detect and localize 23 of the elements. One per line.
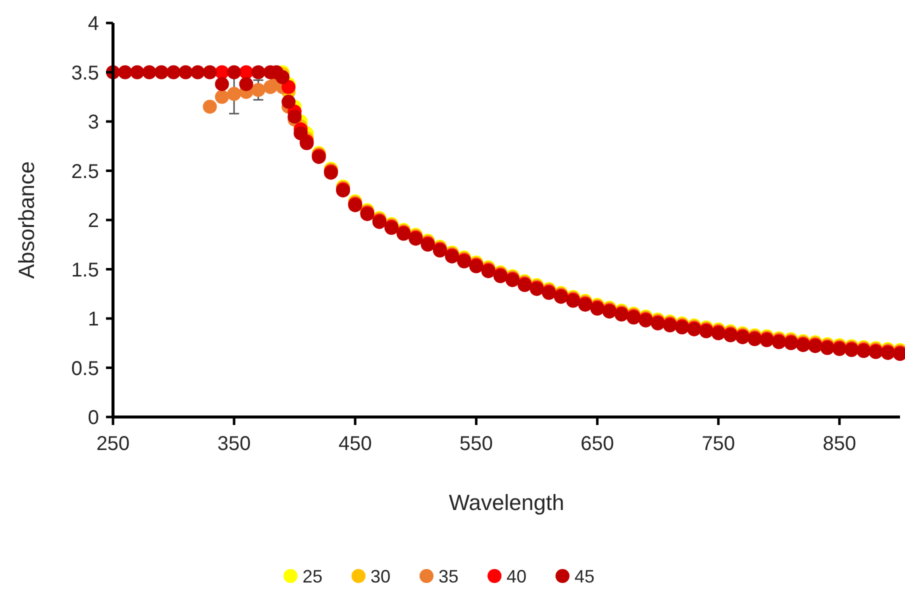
- y-tick-label: 1: [88, 308, 99, 330]
- x-tick-label: 450: [338, 433, 372, 455]
- y-tick-label: 4: [88, 13, 99, 35]
- y-axis-title: Absorbance: [14, 161, 39, 279]
- x-tick-label: 350: [217, 433, 251, 455]
- legend-label: 40: [506, 566, 527, 586]
- x-tick-label: 550: [460, 433, 493, 455]
- y-tick-label: 3: [88, 112, 99, 134]
- y-tick-label: 3.5: [71, 62, 99, 84]
- legend-label: 35: [438, 566, 459, 586]
- y-tick-label: 0.5: [71, 358, 99, 380]
- y-tick-label: 0: [88, 407, 99, 429]
- y-tick-label: 2: [88, 210, 99, 232]
- x-tick-label: 750: [702, 433, 736, 455]
- x-tick-label: 850: [822, 433, 856, 455]
- legend-label: 30: [370, 566, 391, 586]
- x-tick-label: 650: [580, 433, 614, 455]
- y-tick-label: 1.5: [71, 259, 99, 282]
- y-tick-label: 2.5: [71, 160, 99, 183]
- legend-label: 25: [302, 566, 323, 586]
- legend-label: 45: [574, 566, 595, 586]
- x-axis-title: Wavelength: [448, 490, 564, 515]
- x-tick-label: 250: [96, 433, 130, 455]
